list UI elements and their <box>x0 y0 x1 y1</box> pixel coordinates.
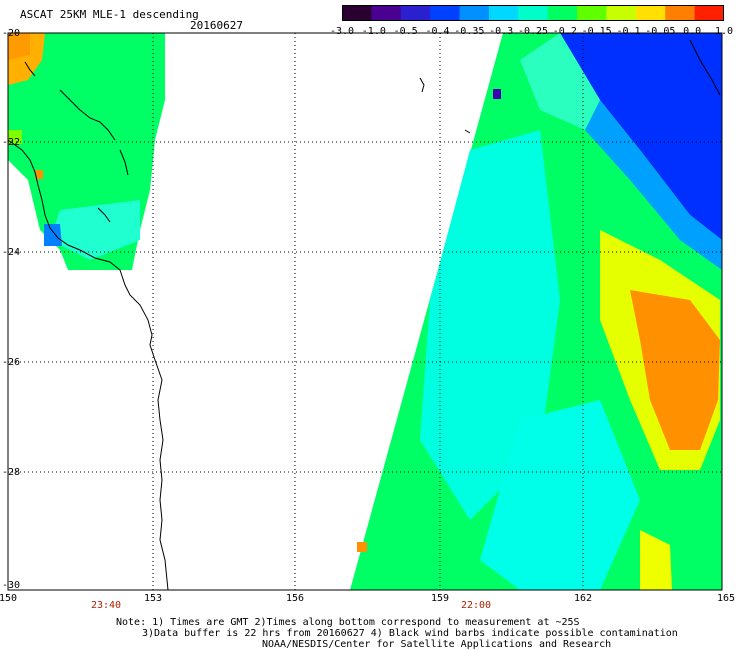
lat-label: -30 <box>2 580 21 591</box>
colorbar-segment <box>635 5 666 21</box>
map-frame <box>7 32 723 591</box>
note-line-1: Note: 1) Times are GMT 2)Times along bot… <box>116 617 580 628</box>
colorbar-frame <box>342 5 724 21</box>
colorbar-tick-label: -0.05 <box>645 26 676 37</box>
lon-label: 153 <box>143 593 163 604</box>
lat-label: -20 <box>2 28 21 39</box>
map-title: ASCAT 25KM MLE-1 descending <box>20 8 199 21</box>
colorbar-labels: -3.0 -1.0 -0.5 -0.4 -0.35 -0.3 -0.25 -0.2 -0.15-… <box>320 26 740 38</box>
lat-label: -26 <box>2 357 21 368</box>
colorbar-tick-label: 1.0 <box>714 26 734 37</box>
colorbar-tick-label: -0.25 <box>517 26 549 37</box>
lon-label: 150 <box>0 593 18 604</box>
colorbar <box>342 5 724 21</box>
lat-label: -22 <box>2 137 21 148</box>
lat-label: -28 <box>2 467 21 478</box>
colorbar-segment <box>694 5 724 21</box>
colorbar-tick-label: -0.35 <box>454 26 485 37</box>
colorbar-tick-label: 0.0 <box>683 26 702 37</box>
colorbar-tick-label: -3.0 <box>329 26 355 37</box>
map-date: 20160627 <box>190 19 243 32</box>
note-line-3: NOAA/NESDIS/Center for Satellite Applica… <box>262 639 612 650</box>
colorbar-segment <box>371 5 402 21</box>
colorbar-segment <box>665 5 696 21</box>
colorbar-segment <box>488 5 519 21</box>
lat-label: -24 <box>2 247 21 258</box>
colorbar-segment <box>547 5 578 21</box>
colorbar-segment <box>606 5 637 21</box>
colorbar-segment <box>459 5 490 21</box>
colorbar-segment <box>400 5 431 21</box>
colorbar-tick-label: -0.15 <box>581 26 612 37</box>
lon-label: 156 <box>285 593 305 604</box>
west-swath <box>8 33 165 270</box>
time-label: 22:00 <box>460 600 492 611</box>
colorbar-tick-label: -0.3 <box>489 26 514 37</box>
lon-label: 162 <box>573 593 593 604</box>
lon-label: 165 <box>716 593 736 604</box>
colorbar-segment <box>342 5 372 21</box>
colorbar-segment <box>577 5 607 21</box>
lon-label: 159 <box>430 593 450 604</box>
east-swath <box>350 33 722 590</box>
colorbar-tick-label: -0.5 <box>393 26 418 37</box>
time-label: 23:40 <box>90 600 122 611</box>
coastline <box>7 39 721 591</box>
colorbar-tick-label: -0.4 <box>425 26 450 37</box>
colorbar-tick-label: -1.0 <box>361 26 386 37</box>
colorbar-segment <box>518 5 549 21</box>
note-line-2: 3)Data buffer is 22 hrs from 20160627 4)… <box>142 628 678 639</box>
colorbar-segment <box>430 5 461 21</box>
colorbar-tick-label: -0.2 <box>552 26 577 37</box>
colorbar-tick-label: -0.1 <box>616 26 641 37</box>
